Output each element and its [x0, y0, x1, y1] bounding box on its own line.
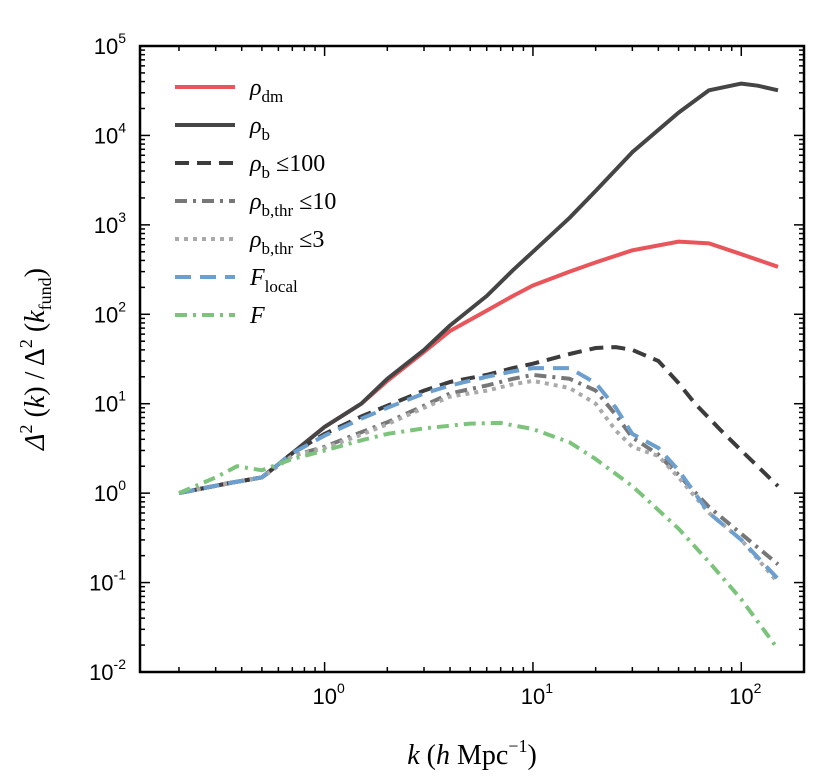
- y-axis-label: Δ2 (k) / Δ2 (kfund): [16, 268, 55, 451]
- y-tick-label: 103: [94, 209, 126, 238]
- y-tick-label: 105: [94, 30, 126, 59]
- legend: ρdm ρb ρb ≤100 ρb,thr ≤10 ρb,thr ≤3 Flocal F: [175, 75, 336, 329]
- legend-label-2: ρb: [249, 113, 270, 144]
- series-line-6: [178, 366, 780, 581]
- legend-label-3: ρb ≤100: [249, 151, 325, 182]
- series-line-4: [178, 372, 780, 566]
- legend-label-5: ρb,thr ≤3: [249, 227, 324, 258]
- x-tick-label: 101: [521, 680, 553, 709]
- series-line-3: [178, 345, 780, 496]
- y-tick-label: 101: [94, 388, 126, 417]
- x-tick-label: 102: [729, 680, 761, 709]
- y-tick-label: 10-1: [89, 567, 126, 596]
- legend-label-1: ρdm: [249, 75, 283, 106]
- y-tick-label: 102: [94, 298, 126, 327]
- series-line-7: [178, 420, 780, 651]
- legend-label-6: Flocal: [249, 265, 298, 296]
- x-tick-label: 100: [312, 680, 344, 709]
- y-tick-label: 10-2: [89, 656, 126, 685]
- series-line-5: [178, 378, 780, 584]
- y-tick-label: 104: [94, 119, 126, 148]
- legend-label-7: F: [249, 303, 265, 329]
- x-axis-label: k (h Mpc−1): [407, 736, 537, 771]
- legend-label-4: ρb,thr ≤10: [249, 189, 336, 220]
- y-tick-label: 100: [94, 477, 126, 506]
- plot-frame: [138, 44, 806, 674]
